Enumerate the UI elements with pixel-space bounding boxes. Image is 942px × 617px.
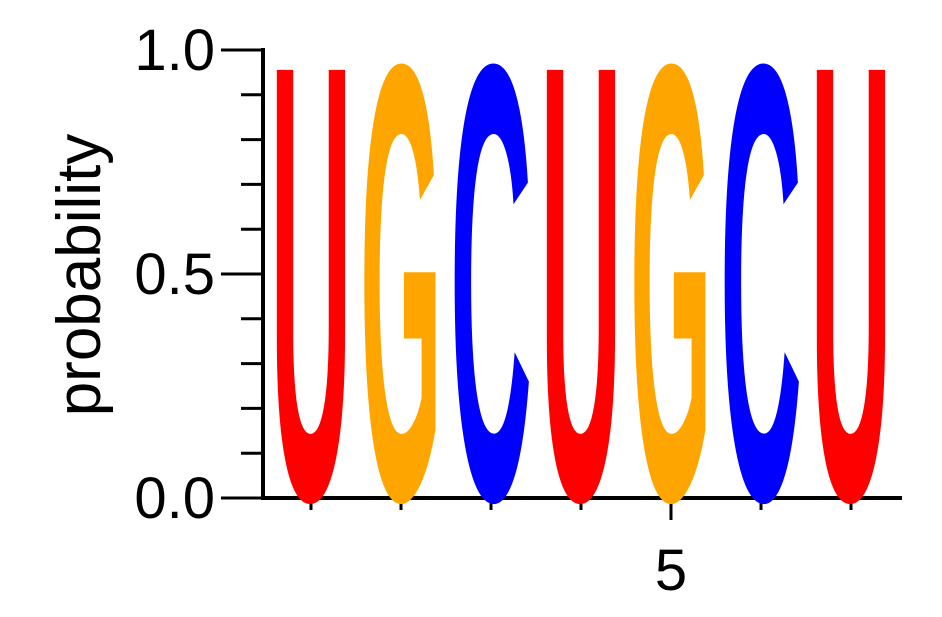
logo-letter-u: U: [270, 0, 352, 617]
y-tick-label: 0.5: [134, 242, 215, 307]
x-axis: 5: [261, 496, 902, 603]
y-tick-label: 0.0: [134, 466, 215, 531]
y-axis: 0.0 0.5 1.0: [134, 18, 265, 531]
logo-letter-g: G: [360, 0, 442, 617]
x-tick-label: 5: [655, 538, 687, 603]
logo-letter-c: C: [450, 0, 532, 617]
y-axis-title: probability: [45, 134, 114, 417]
logo-letter-u: U: [540, 0, 622, 617]
y-tick-label: 1.0: [134, 18, 215, 83]
logo-letter-c: C: [720, 0, 802, 617]
logo-letter-g: G: [630, 0, 712, 617]
logo-letter-u: U: [810, 0, 892, 617]
